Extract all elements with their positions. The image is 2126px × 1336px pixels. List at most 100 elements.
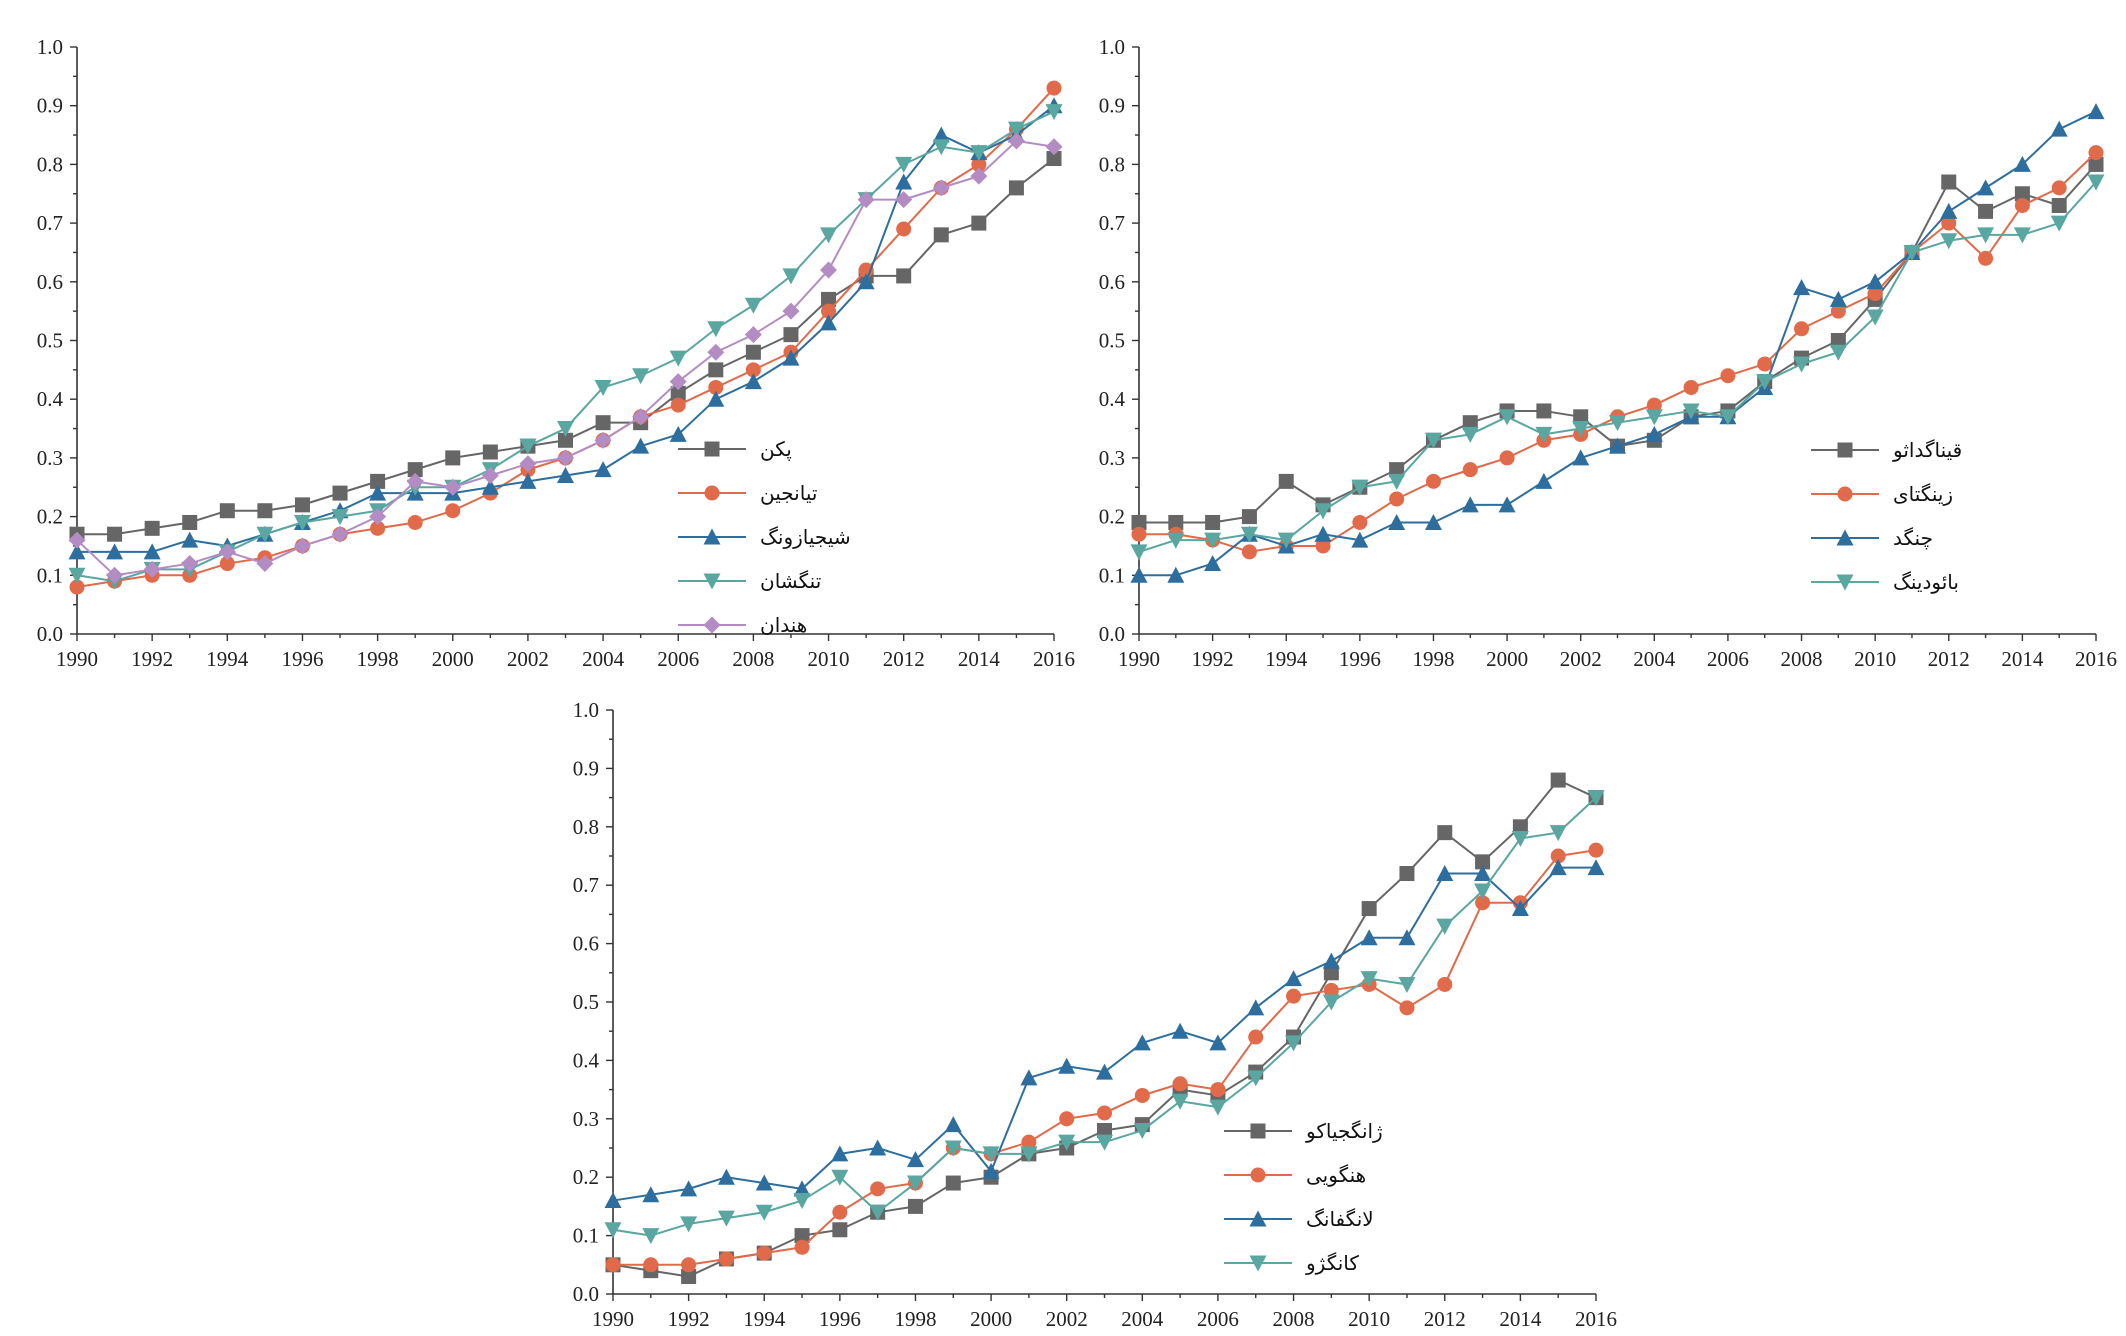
x-tick-label: 1992 [668,1307,710,1331]
series-line-segment [650,1222,689,1237]
series-line-segment [640,357,679,377]
data-point [944,1116,962,1133]
data-point [1940,233,1958,250]
series-line-segment [1948,222,1987,260]
data-point [831,1145,849,1162]
data-point [1360,929,1378,946]
data-point [257,503,273,519]
x-tick-label: 1996 [281,647,323,671]
data-point [632,437,650,454]
data-point [1757,356,1773,372]
data-point [895,191,913,209]
series-line-segment [1285,533,1324,547]
data-point [680,1180,698,1197]
series-line-segment [1028,1141,1067,1155]
data-point [1241,544,1257,560]
data-point [519,455,537,473]
data-point [869,1204,887,1221]
data-point [1097,1105,1112,1121]
data-point [107,526,123,542]
series-line-segment [1433,433,1471,442]
data-point [444,478,462,496]
data-point [1322,994,1340,1011]
series-line-segment [2022,222,2060,236]
x-tick-label: 2010 [808,647,850,671]
series-line-segment [376,480,416,518]
data-point [707,321,725,338]
legend: پکن تیانجین شیجیازونگ تنگشان هندان [678,437,851,637]
series-line-segment [602,374,641,389]
series-line-segment [339,515,379,536]
data-point [896,221,912,237]
data-point [745,362,761,378]
data-point [1793,279,1811,296]
series-line-segment [1369,977,1408,986]
series-line-segment [490,480,529,489]
data-point [2050,215,2068,232]
data-point [143,560,161,578]
data-point [756,1245,772,1261]
y-tick-label: 0.7 [573,873,599,897]
data-point [1323,965,1339,981]
series-line-segment [1506,415,1545,436]
series-line-segment [1543,427,1581,436]
data-point [1475,895,1491,911]
x-tick-label: 1996 [1339,647,1381,671]
data-point [1007,121,1025,138]
data-point [594,379,612,396]
data-point [68,567,86,584]
x-tick-label: 2016 [1033,647,1075,671]
x-tick-label: 2000 [970,1307,1012,1331]
series-0 [605,772,1604,1284]
data-point [595,415,611,431]
data-point [1720,368,1736,384]
series-line-segment [302,515,341,524]
series-line-segment [1690,409,1729,418]
y-tick-label: 0.2 [573,1165,599,1189]
data-point [1645,409,1663,426]
data-point [783,327,799,343]
series-line-segment [1217,1036,1257,1091]
legend-label: تیانجین [760,481,817,505]
data-point [1572,421,1590,438]
series-line-segment [1801,286,1839,301]
data-point [1977,227,1995,244]
data-point [1587,859,1605,876]
data-point [670,385,686,401]
data-point [1360,971,1378,988]
data-point [1437,976,1453,992]
data-point [1550,772,1566,788]
x-tick-label: 1992 [131,647,173,671]
data-point [670,397,686,413]
data-point [1021,1134,1037,1150]
data-point [604,1222,622,1239]
data-point [782,302,800,320]
x-tick-label: 1990 [56,647,98,671]
data-point [832,1222,848,1238]
data-point [708,362,724,378]
data-point [1475,854,1491,870]
data-point [1436,865,1454,882]
y-tick-label: 0.9 [37,94,63,118]
x-tick-label: 2016 [2075,647,2117,671]
series-3 [604,790,1605,1245]
data-point [1436,918,1454,935]
data-point [680,1216,698,1233]
data-point [857,273,875,290]
data-point [1830,333,1846,348]
y-tick-label: 0.8 [1099,152,1125,176]
legend: ژانگجیاکو هنگویی لانگفانگ کانگژو [1224,1119,1383,1275]
x-tick-label: 1994 [743,1307,786,1331]
data-point [1549,859,1567,876]
series-line-segment [527,427,566,448]
x-tick-label: 1990 [1118,647,1160,671]
data-point [1020,1069,1038,1086]
data-point [821,291,837,307]
series-2 [604,859,1605,1209]
data-point [820,261,838,279]
legend-label: هندان [760,613,807,637]
series-line-segment [726,1211,765,1220]
series-line-segment [726,1176,765,1185]
x-tick-label: 2002 [507,647,549,671]
series-line-segment [565,468,604,477]
